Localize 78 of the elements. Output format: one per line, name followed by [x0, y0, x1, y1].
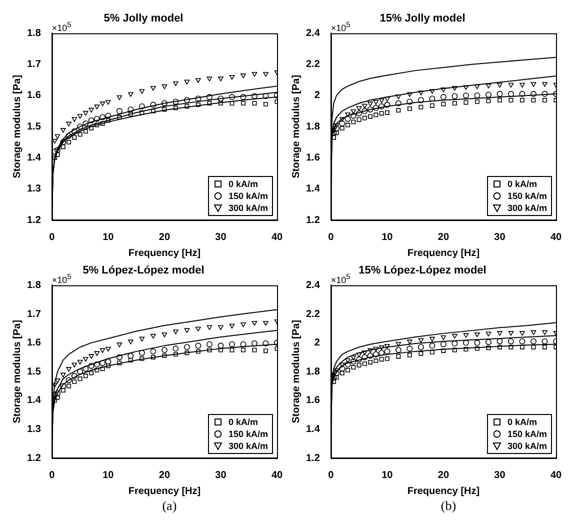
legend-label: 150 kA/m [228, 429, 268, 439]
y-tick-label: 1.2 [26, 214, 42, 226]
y-tick-label: 2 [314, 338, 320, 349]
x-tick-label: 0 [49, 470, 56, 481]
x-tick-label: 0 [328, 470, 334, 481]
x-tick-label: 40 [550, 232, 562, 243]
chart-title: 15% Jolly model [380, 12, 466, 25]
y-axis-title: Storage modulus [Pa] [290, 74, 302, 178]
x-tick-label: 10 [102, 470, 114, 481]
annotation: ×10$^{5}$ [330, 20, 350, 34]
y-axis-title: Storage modulus [Pa] [12, 320, 23, 424]
legend-label: 300 kA/m [507, 203, 547, 213]
x-tick-label: 10 [382, 232, 394, 243]
y-tick-label: 1.2 [306, 214, 320, 226]
y-axis-title: Storage modulus [Pa] [12, 74, 23, 178]
legend-label: 300 kA/m [507, 441, 547, 451]
y-tick-label: 2.2 [306, 59, 320, 70]
annotation: ×10$^{5}$ [330, 272, 350, 286]
y-tick-label: 1.8 [26, 28, 42, 39]
x-tick-label: 20 [438, 470, 450, 481]
legend-label: 0 kA/m [228, 179, 258, 189]
x-axis-title: Frequency [Hz] [407, 248, 480, 259]
annotation: ×10$^{5}$ [52, 20, 72, 34]
y-tick-label: 1.7 [26, 59, 42, 70]
y-tick-label: 1.7 [26, 308, 42, 320]
chart-title: 5% Jolly model [104, 12, 184, 25]
y-tick-label: 2.2 [306, 308, 320, 320]
x-tick-label: 0 [328, 232, 334, 243]
x-axis-title: Frequency [Hz] [128, 486, 201, 497]
chart-title: 15% López-López model [358, 264, 486, 277]
legend-label: 150 kA/m [507, 191, 547, 201]
y-tick-label: 1.3 [26, 424, 42, 435]
y-tick-label: 1.8 [306, 121, 320, 132]
x-axis-title: Frequency [Hz] [128, 248, 201, 259]
legend-label: 300 kA/m [228, 203, 268, 213]
y-tick-label: 1.8 [306, 366, 320, 378]
x-axis-title: Frequency [Hz] [407, 486, 480, 497]
x-tick-label: 40 [271, 470, 283, 481]
y-axis-title: Storage modulus [Pa] [290, 320, 302, 424]
legend-label: 150 kA/m [228, 191, 268, 201]
y-tick-label: 1.6 [306, 152, 320, 164]
y-tick-label: 1.4 [306, 424, 320, 435]
y-tick-label: 1.2 [26, 452, 42, 464]
y-tick-label: 1.4 [306, 184, 320, 195]
y-tick-label: 1.5 [26, 366, 42, 378]
x-tick-label: 20 [438, 232, 450, 243]
x-tick-label: 40 [271, 232, 283, 243]
x-tick-label: 30 [215, 470, 227, 481]
x-tick-label: 30 [494, 232, 506, 243]
y-tick-label: 2.4 [306, 28, 320, 39]
legend-label: 0 kA/m [507, 417, 537, 427]
y-tick-label: 1.4 [26, 395, 42, 406]
x-tick-label: 20 [158, 232, 170, 243]
x-tick-label: 20 [158, 470, 170, 481]
y-tick-label: 1.6 [26, 90, 42, 102]
legend-label: 0 kA/m [507, 179, 537, 189]
legend-label: 0 kA/m [228, 417, 258, 427]
y-tick-label: 1.2 [306, 452, 320, 464]
y-tick-label: 1.6 [26, 338, 42, 349]
text: (a) [161, 498, 178, 514]
x-tick-label: 40 [550, 470, 562, 481]
x-tick-label: 10 [102, 232, 114, 243]
x-tick-label: 30 [494, 470, 506, 481]
y-tick-label: 1.8 [26, 280, 42, 291]
text: (b) [440, 498, 458, 514]
y-tick-label: 1.3 [26, 184, 42, 195]
annotation: ×10$^{5}$ [52, 272, 72, 286]
y-tick-label: 1.6 [306, 395, 320, 406]
x-tick-label: 0 [49, 232, 56, 243]
y-tick-label: 1.4 [26, 152, 42, 164]
x-tick-label: 10 [382, 470, 394, 481]
y-tick-label: 2 [314, 90, 320, 102]
y-tick-label: 1.5 [26, 121, 42, 132]
legend-label: 150 kA/m [507, 429, 547, 439]
chart-title: 5% López-López model [82, 264, 204, 277]
x-tick-label: 30 [215, 232, 227, 243]
y-tick-label: 2.4 [306, 280, 320, 291]
legend-label: 300 kA/m [228, 441, 268, 451]
